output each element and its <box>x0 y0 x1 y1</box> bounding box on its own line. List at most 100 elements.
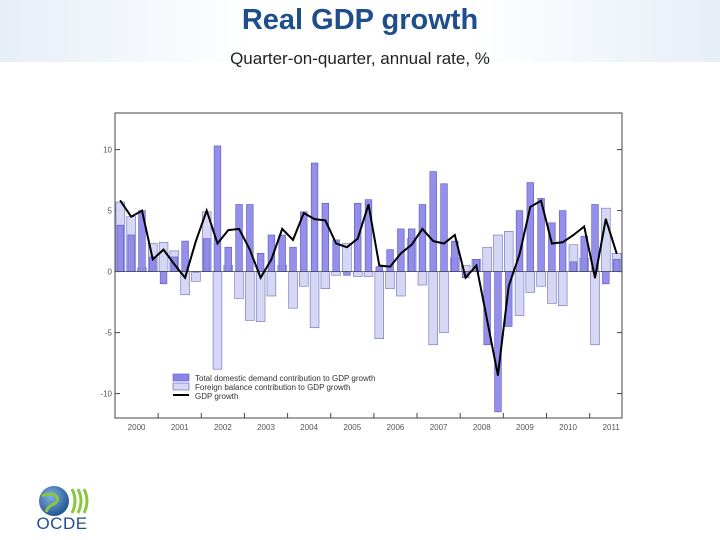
gdp-growth-point <box>173 263 176 266</box>
oecd-logo-text: OCDE <box>36 514 88 533</box>
gdp-growth-point <box>561 241 564 244</box>
gdp-growth-point <box>540 200 542 202</box>
gdp-growth-point <box>292 239 294 241</box>
gdp-growth-point <box>497 374 499 377</box>
domestic-demand-bar <box>612 259 621 272</box>
foreign-balance-bar <box>385 271 395 289</box>
foreign-balance-bar <box>417 271 428 286</box>
foreign-balance-bar <box>504 231 514 272</box>
gdp-growth-point <box>313 218 316 220</box>
foreign-balance-bar <box>525 271 536 293</box>
domestic-demand-bar <box>127 234 135 272</box>
gdp-growth-point <box>410 243 413 246</box>
gdp-growth-point <box>464 276 467 279</box>
foreign-balance-bar <box>158 242 169 272</box>
gdp-growth-point <box>141 209 143 212</box>
gdp-growth-point <box>249 248 251 251</box>
y-tick-label: 5 <box>108 207 113 216</box>
domestic-demand-bar <box>440 183 448 272</box>
foreign-balance-bar <box>428 271 438 346</box>
gdp-growth-point <box>216 242 219 245</box>
legend-domestic-swatch <box>172 373 190 382</box>
foreign-balance-bar <box>212 271 223 370</box>
gdp-growth-point <box>238 228 240 230</box>
domestic-demand-bar <box>278 234 286 272</box>
domestic-demand-bar <box>246 204 254 272</box>
gdp-growth-point <box>605 218 607 220</box>
gdp-growth-point <box>302 212 305 214</box>
foreign-balance-bar <box>547 271 557 304</box>
gdp-growth-point <box>529 206 532 208</box>
y-tick-label: 0 <box>108 268 113 277</box>
gdp-growth-point <box>324 219 327 222</box>
gdp-growth-point <box>432 240 435 242</box>
foreign-balance-bar <box>234 271 244 299</box>
foreign-balance-bar <box>590 271 600 346</box>
x-tick-label: 2011 <box>603 423 621 432</box>
gdp-growth-point <box>378 264 381 267</box>
y-tick-label: 10 <box>103 146 112 155</box>
foreign-balance-bar <box>299 271 309 287</box>
foreign-balance-bar <box>374 271 385 340</box>
domestic-demand-bar <box>407 228 416 272</box>
x-tick-label: 2002 <box>214 423 232 432</box>
foreign-balance-bar <box>482 246 492 272</box>
domestic-demand-bar <box>256 253 265 272</box>
oecd-globe-icon <box>39 486 89 516</box>
foreign-balance-bar <box>363 271 374 277</box>
x-tick-label: 2003 <box>257 423 275 432</box>
domestic-demand-bar <box>418 204 427 272</box>
x-tick-label: 2000 <box>128 423 146 432</box>
x-tick-label: 2004 <box>300 423 318 432</box>
gdp-growth-point <box>270 258 273 261</box>
gdp-growth-point <box>281 228 284 230</box>
gdp-growth-point <box>453 234 456 236</box>
y-tick-label: -5 <box>105 329 113 338</box>
foreign-balance-bar <box>288 271 298 309</box>
gdp-growth-point <box>130 215 132 218</box>
gdp-growth-point <box>367 203 370 206</box>
gdp-growth-point <box>356 237 359 240</box>
gdp-growth-point <box>615 252 618 255</box>
domestic-demand-bar <box>386 249 394 272</box>
gdp-growth-point <box>518 253 521 256</box>
domestic-demand-bar <box>321 202 330 272</box>
domestic-demand-bar <box>203 238 211 272</box>
gdp-growth-point <box>400 252 402 255</box>
domestic-demand-bar <box>526 182 534 272</box>
foreign-balance-bar <box>266 271 277 297</box>
gdp-growth-point <box>572 234 575 236</box>
gdp-growth-point <box>443 242 445 245</box>
gdp-growth-point <box>184 276 186 279</box>
gdp-growth-point <box>119 200 122 202</box>
x-tick-label: 2007 <box>430 423 448 432</box>
x-tick-label: 2009 <box>516 423 534 432</box>
legend-label: Foreign balance contribution to GDP grow… <box>195 383 351 392</box>
domestic-demand-bar <box>213 145 222 272</box>
gdp-growth-chart: 10 5 0 -5 -10 2000 2001 2002 2003 2004 2005 2006 200… <box>100 112 623 432</box>
gdp-growth-point <box>507 285 510 288</box>
gdp-growth-point <box>162 248 165 251</box>
y-tick-label: -10 <box>100 390 112 399</box>
x-tick-label: 2001 <box>171 423 189 432</box>
foreign-balance-bar <box>331 271 341 276</box>
foreign-balance-bar <box>514 271 525 316</box>
domestic-demand-bar <box>494 271 502 413</box>
gdp-growth-point <box>475 264 478 267</box>
domestic-demand-bar <box>602 271 610 285</box>
foreign-balance-bar <box>352 271 363 277</box>
foreign-balance-bar <box>439 271 449 333</box>
header-band <box>0 0 720 62</box>
gdp-growth-point <box>205 209 208 212</box>
gdp-growth-point <box>551 242 553 245</box>
legend-foreign-swatch <box>172 382 190 391</box>
gdp-growth-point <box>346 246 348 248</box>
foreign-balance-bar <box>309 271 320 329</box>
domestic-demand-bar <box>343 271 351 276</box>
foreign-balance-bar <box>320 271 331 289</box>
gdp-growth-point <box>227 229 230 231</box>
x-tick-label: 2005 <box>343 423 361 432</box>
domestic-demand-bar <box>116 224 125 272</box>
foreign-balance-bar <box>245 271 255 321</box>
legend-label: Total domestic demand contribution to GD… <box>195 374 375 383</box>
